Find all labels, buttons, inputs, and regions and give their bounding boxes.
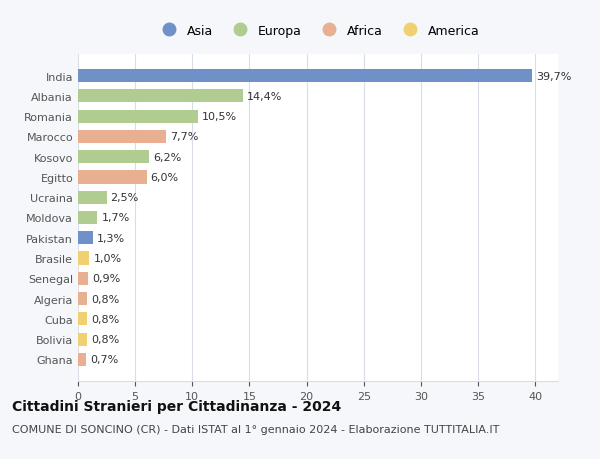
Bar [78, 232, 93, 245]
Bar [78, 252, 89, 265]
Text: 6,0%: 6,0% [151, 173, 179, 183]
Text: 0,8%: 0,8% [91, 314, 119, 324]
Text: 1,0%: 1,0% [94, 253, 122, 263]
Text: 1,7%: 1,7% [101, 213, 130, 223]
Text: Cittadini Stranieri per Cittadinanza - 2024: Cittadini Stranieri per Cittadinanza - 2… [12, 399, 341, 413]
Bar [78, 151, 149, 164]
Bar [78, 110, 198, 123]
Bar [78, 171, 146, 184]
Legend: Asia, Europa, Africa, America: Asia, Europa, Africa, America [154, 22, 482, 40]
Text: 0,9%: 0,9% [92, 274, 121, 284]
Bar [78, 191, 107, 204]
Bar [78, 292, 87, 306]
Bar [78, 212, 97, 224]
Text: 2,5%: 2,5% [110, 193, 139, 203]
Text: 1,3%: 1,3% [97, 233, 125, 243]
Text: COMUNE DI SONCINO (CR) - Dati ISTAT al 1° gennaio 2024 - Elaborazione TUTTITALIA: COMUNE DI SONCINO (CR) - Dati ISTAT al 1… [12, 425, 499, 435]
Bar [78, 333, 87, 346]
Text: 6,2%: 6,2% [153, 152, 181, 162]
Text: 0,8%: 0,8% [91, 334, 119, 344]
Text: 10,5%: 10,5% [202, 112, 237, 122]
Bar [78, 70, 532, 83]
Text: 0,7%: 0,7% [90, 355, 118, 364]
Text: 0,8%: 0,8% [91, 294, 119, 304]
Text: 39,7%: 39,7% [536, 72, 571, 81]
Bar [78, 353, 86, 366]
Text: 7,7%: 7,7% [170, 132, 199, 142]
Text: 14,4%: 14,4% [247, 92, 282, 102]
Bar [78, 90, 242, 103]
Bar [78, 130, 166, 144]
Bar [78, 272, 88, 285]
Bar [78, 313, 87, 326]
